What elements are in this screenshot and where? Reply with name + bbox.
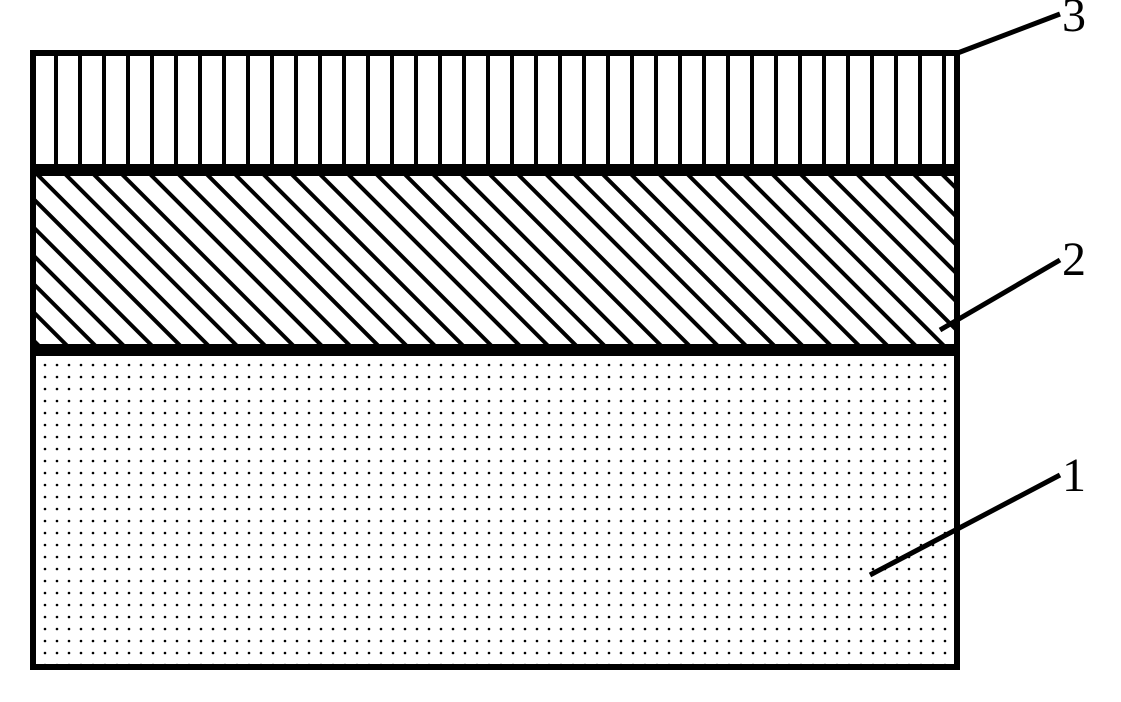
callout-label-2: 2 — [1062, 232, 1086, 287]
diagram-stage: 3 2 1 — [0, 0, 1121, 702]
callout-label-3: 3 — [1062, 0, 1086, 43]
layer-1-bottom — [30, 350, 960, 670]
layer-3-top — [30, 50, 960, 170]
callout-label-1: 1 — [1062, 448, 1086, 503]
layer-2-middle — [30, 170, 960, 350]
